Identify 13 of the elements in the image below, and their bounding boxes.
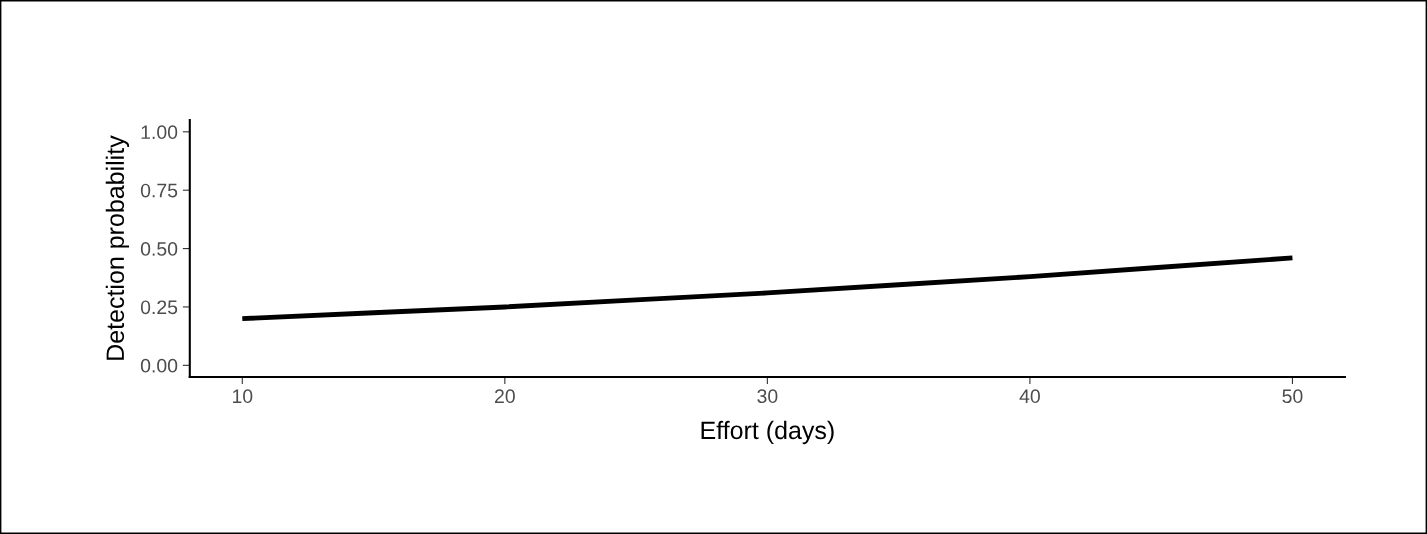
x-tick-label: 50 <box>1282 389 1303 404</box>
x-tick-label: 30 <box>757 389 778 404</box>
line-series <box>239 255 1295 322</box>
x-tick-label: 40 <box>1019 389 1040 404</box>
y-tick-label: 0.75 <box>140 183 178 198</box>
y-axis-title: Detection probability <box>105 135 130 360</box>
x-axis-title: Effort (days) <box>701 420 834 445</box>
y-tick-label: 0.25 <box>140 300 178 315</box>
x-tick-label: 10 <box>232 389 253 404</box>
y-tick-label: 1.00 <box>141 125 178 140</box>
y-tick-label: 0.50 <box>140 242 178 256</box>
y-tick-label: 0.00 <box>140 358 178 373</box>
x-tick-label: 20 <box>495 389 515 404</box>
